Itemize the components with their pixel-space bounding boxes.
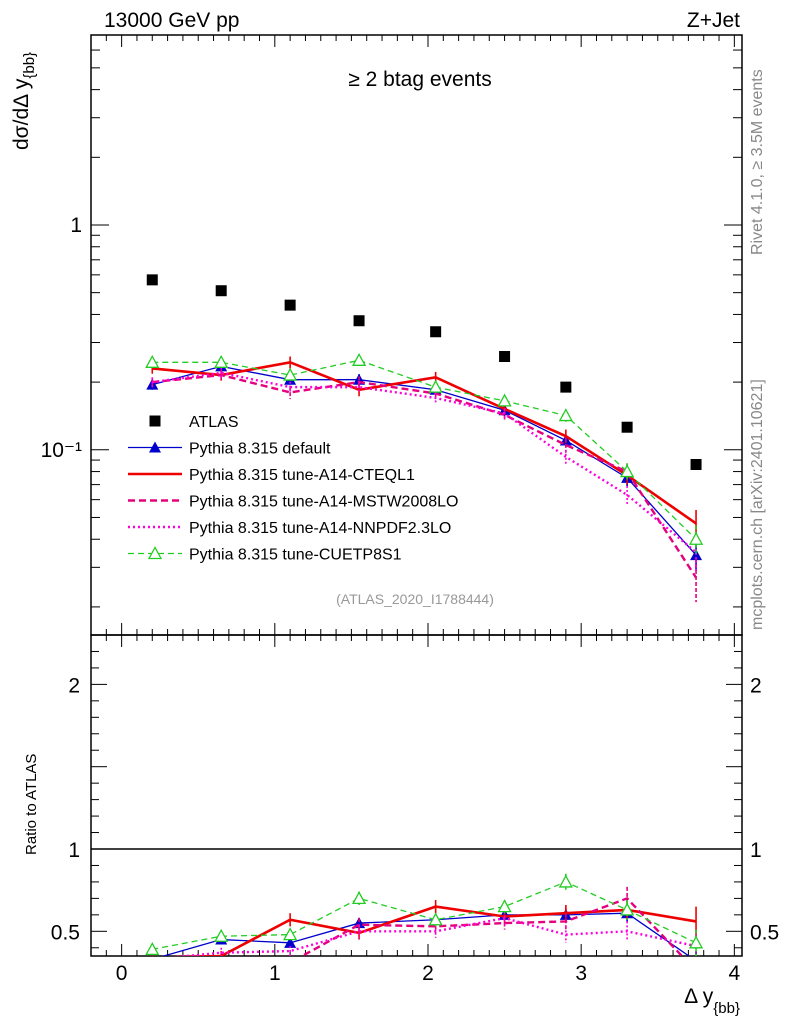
- main-point-cuetp: [428, 379, 443, 393]
- x-tick-label: 2: [422, 962, 434, 985]
- ratio-point-cuetp: [688, 935, 704, 949]
- legend-entry-nnpdf: Pythia 8.315 tune-A14-NNPDF2.3LO: [128, 520, 451, 537]
- ratio-y-tick-label-right: 1: [750, 839, 762, 862]
- y-tick-label: 10⁻¹: [41, 439, 82, 462]
- legend-entry-default: Pythia 8.315 default: [128, 441, 331, 458]
- atlas-data-point: [146, 274, 158, 286]
- main-point-cuetp: [145, 354, 160, 368]
- main-point-cuetp: [351, 352, 367, 366]
- axes-layer: 0 1 2 3 4 10⁻¹ 1 0.5 0.5 1 1 2 2: [41, 34, 779, 985]
- ratio-point-cuetp: [497, 899, 512, 913]
- ratio-line-default: [161, 912, 691, 956]
- atlas-data-point: [430, 326, 442, 338]
- atlas-data-point: [284, 299, 296, 311]
- legend-marker-default: [149, 441, 161, 453]
- ratio-point-cuetp: [283, 927, 298, 941]
- legend-marker-atlas: [149, 415, 161, 427]
- plot-title: ≥ 2 btag events: [348, 68, 491, 91]
- ratio-point-cuetp: [620, 902, 635, 916]
- x-tick-label: 4: [728, 962, 740, 985]
- ratio-line-cteql1: [166, 905, 697, 956]
- ratio-line-cuetp: [152, 881, 697, 951]
- legend-label-cuetp: Pythia 8.315 tune-CUETP8S1: [189, 547, 402, 564]
- main-plot-frame: [90, 34, 743, 636]
- main-point-cuetp: [214, 354, 229, 368]
- main-point-cuetp: [620, 464, 635, 478]
- atlas-data-point: [215, 285, 227, 297]
- legend-label-nnpdf: Pythia 8.315 tune-A14-NNPDF2.3LO: [189, 520, 451, 537]
- ratio-y-tick-label-left: 0.5: [51, 921, 80, 944]
- main-series-layer: [145, 274, 704, 603]
- main-point-cuetp: [283, 367, 298, 381]
- ratio-point-cuetp: [558, 874, 573, 888]
- legend-label-atlas: ATLAS: [189, 414, 239, 431]
- atlas-data-point: [560, 381, 572, 393]
- legend: ATLAS Pythia 8.315 default Pythia 8.315 tu…: [128, 414, 458, 564]
- legend-label-mstw: Pythia 8.315 tune-A14-MSTW2008LO: [189, 494, 458, 511]
- ratio-y-tick-label-right: 2: [750, 674, 762, 697]
- main-point-cuetp: [688, 531, 704, 545]
- x-tick-label: 1: [269, 962, 281, 985]
- legend-label-default: Pythia 8.315 default: [189, 441, 331, 458]
- ratio-plot-frame: [90, 634, 743, 957]
- ratio-y-tick-label-right: 0.5: [750, 921, 779, 944]
- y-tick-label: 1: [70, 214, 82, 237]
- x-tick-label: 0: [116, 962, 128, 985]
- x-tick-label: 3: [575, 962, 587, 985]
- ratio-point-cuetp: [351, 891, 367, 905]
- legend-marker-cuetp: [147, 546, 163, 560]
- ratio-y-tick-label-left: 2: [68, 674, 80, 697]
- y-axis-label: dσ/dΔ y{bb}: [10, 52, 38, 150]
- main-point-cuetp: [497, 393, 512, 407]
- legend-label-cteql1: Pythia 8.315 tune-A14-CTEQL1: [189, 467, 415, 484]
- ratio-point-default: [284, 936, 297, 948]
- ratio-point-cuetp: [214, 928, 229, 942]
- atlas-data-point: [353, 315, 365, 327]
- legend-entry-atlas: ATLAS: [149, 414, 239, 431]
- ratio-y-axis-label: Ratio to ATLAS: [23, 754, 40, 855]
- header-right: Z+Jet: [687, 9, 740, 32]
- ratio-point-cuetp: [428, 912, 443, 926]
- ratio-line-mstw: [299, 896, 684, 956]
- atlas-data-point: [499, 350, 511, 362]
- main-point-cuetp: [558, 408, 573, 422]
- ratio-y-tick-label-left: 1: [68, 839, 80, 862]
- rivet-version-text: Rivet 4.1.0, ≥ 3.5M events: [749, 69, 766, 255]
- x-axis-label: Δ y{bb}: [684, 985, 740, 1017]
- mcplots-site-text: mcplots.cern.ch [arXiv:2401.10621]: [749, 379, 766, 630]
- atlas-data-point: [621, 421, 633, 433]
- ratio-series-layer: [145, 873, 704, 956]
- legend-entry-cuetp: Pythia 8.315 tune-CUETP8S1: [128, 546, 402, 564]
- atlas-data-point: [690, 459, 702, 471]
- legend-entry-mstw: Pythia 8.315 tune-A14-MSTW2008LO: [128, 494, 458, 511]
- header-left: 13000 GeV pp: [104, 9, 239, 32]
- ratio-line-nnpdf: [174, 916, 697, 956]
- ratio-point-cuetp: [145, 942, 160, 956]
- analysis-watermark: (ATLAS_2020_I1788444): [336, 591, 494, 607]
- legend-entry-cteql1: Pythia 8.315 tune-A14-CTEQL1: [128, 467, 415, 484]
